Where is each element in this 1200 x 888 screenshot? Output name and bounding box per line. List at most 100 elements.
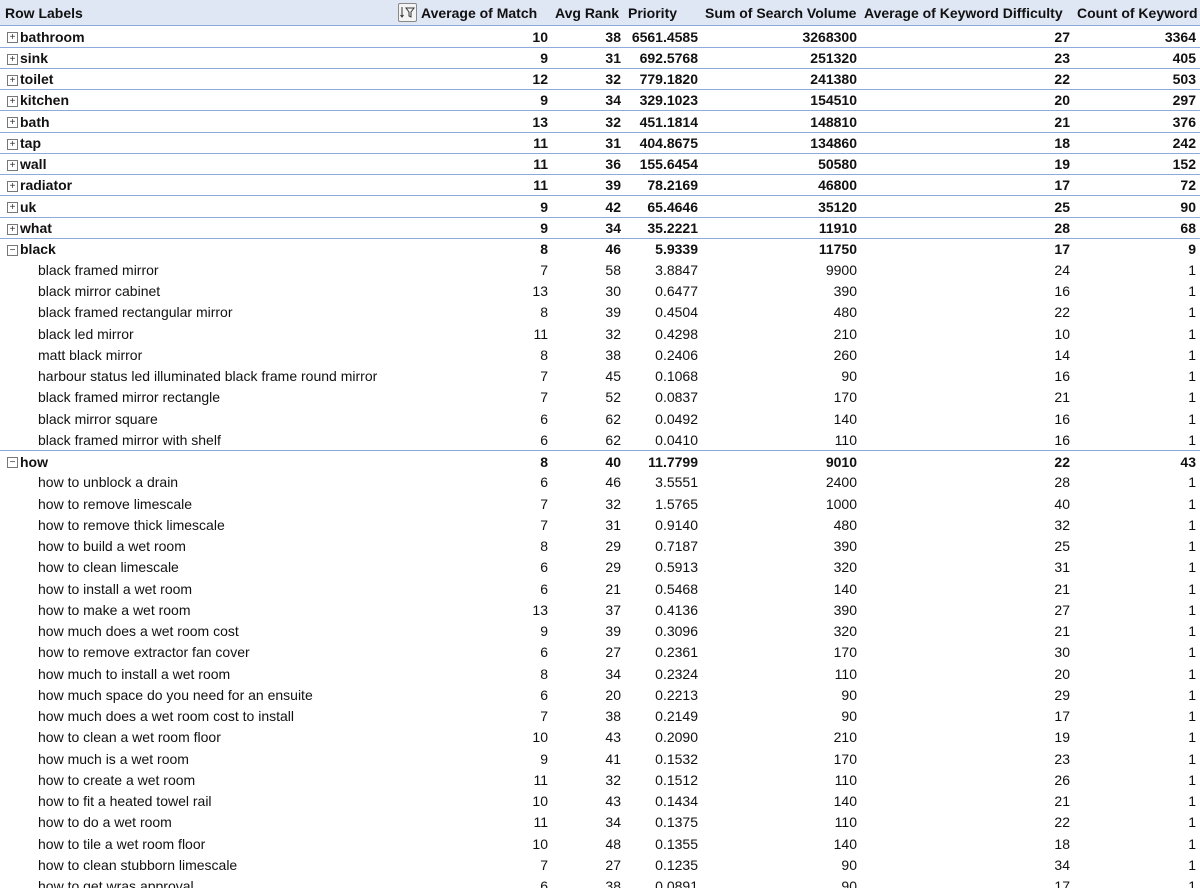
group-row: − black 8 46 5.9339 11750 17 9 (0, 237, 1200, 259)
expand-toggle[interactable]: + (7, 53, 18, 65)
group-row: + uk 9 42 65.4646 35120 25 90 (0, 195, 1200, 216)
value-cell: 0.3096 (655, 623, 698, 640)
value-cell: 110 (834, 665, 857, 682)
value-cell: 50580 (818, 156, 857, 173)
value-cell: 0.2213 (655, 686, 698, 703)
value-cell: 43 (605, 729, 621, 746)
value-cell: 3268300 (802, 28, 857, 45)
item-row: harbour status led illuminated black fra… (0, 365, 1200, 386)
value-cell: 28 (1054, 219, 1070, 236)
value-cell: 3.5551 (655, 474, 698, 491)
row-label: bath (20, 113, 50, 130)
value-cell: 21 (1054, 580, 1070, 597)
value-cell: 34 (605, 92, 621, 109)
row-label: matt black mirror (38, 346, 143, 363)
value-cell: 30 (605, 283, 621, 300)
value-cell: 451.1814 (639, 113, 698, 130)
value-cell: 1 (1188, 283, 1196, 300)
value-cell: 31 (605, 134, 621, 151)
row-label: toilet (20, 71, 54, 88)
column-header: Sum of Search Volume (705, 4, 857, 21)
value-cell: 1 (1188, 538, 1196, 555)
value-cell: 8 (540, 453, 548, 470)
item-row: how to clean stubborn limescale 7 27 0.1235… (0, 854, 1200, 875)
value-cell: 90 (841, 708, 857, 725)
value-cell: 90 (841, 878, 857, 888)
value-cell: 1 (1188, 686, 1196, 703)
value-cell: 170 (833, 389, 857, 406)
item-row: how to tile a wet room floor 10 48 0.1355 14… (0, 833, 1200, 854)
value-cell: 16 (1054, 410, 1070, 427)
value-cell: 9 (540, 92, 548, 109)
value-cell: 65.4646 (647, 198, 698, 215)
group-row: + wall 11 36 155.6454 50580 19 152 (0, 152, 1200, 174)
row-label: black mirror square (38, 410, 158, 427)
value-cell: 0.1434 (655, 793, 698, 810)
item-row: how to remove thick limescale 7 31 0.9140 48… (0, 514, 1200, 535)
expand-toggle[interactable]: − (7, 244, 18, 256)
value-cell: 6 (540, 474, 548, 491)
item-row: black framed mirror 7 58 3.8847 9900 24 1 (0, 259, 1200, 280)
value-cell: 10 (532, 835, 548, 852)
value-cell: 21 (1054, 793, 1070, 810)
group-row: + what 9 34 35.2221 11910 28 68 (0, 216, 1200, 238)
value-cell: 140 (833, 580, 857, 597)
value-cell: 21 (1054, 389, 1070, 406)
expand-toggle[interactable]: + (7, 202, 18, 214)
value-cell: 8 (540, 346, 548, 363)
value-cell: 26 (1054, 771, 1070, 788)
value-cell: 78.2169 (647, 177, 698, 194)
value-cell: 1 (1188, 878, 1196, 888)
value-cell: 35.2221 (647, 219, 698, 236)
row-label: how much is a wet room (38, 750, 189, 767)
expand-toggle[interactable]: − (7, 457, 18, 469)
row-label: radiator (20, 177, 73, 194)
value-cell: 13 (532, 601, 548, 618)
value-cell: 1000 (825, 495, 857, 512)
expand-toggle[interactable]: + (7, 138, 18, 150)
value-cell: 22 (1054, 453, 1070, 470)
expand-toggle[interactable]: + (7, 223, 18, 235)
row-label: black framed rectangular mirror (38, 304, 233, 321)
value-cell: 405 (1172, 49, 1196, 66)
value-cell: 0.2090 (655, 729, 698, 746)
row-label: how to tile a wet room floor (38, 835, 206, 852)
value-cell: 140 (833, 835, 857, 852)
group-row: + sink 9 31 692.5768 251320 23 405 (0, 46, 1200, 68)
value-cell: 7 (540, 495, 548, 512)
expand-toggle[interactable]: + (7, 96, 18, 108)
expand-toggle[interactable]: + (7, 117, 18, 129)
value-cell: 29 (605, 559, 621, 576)
value-cell: 692.5768 (639, 49, 698, 66)
value-cell: 241380 (810, 71, 857, 88)
value-cell: 7 (540, 261, 548, 278)
expand-toggle[interactable]: + (7, 181, 18, 193)
group-row: + bathroom 10 38 6561.4585 3268300 27 3364 (0, 25, 1200, 46)
value-cell: 39 (605, 304, 621, 321)
filter-button[interactable] (398, 3, 417, 22)
expand-toggle[interactable]: + (7, 32, 18, 44)
value-cell: 140 (833, 410, 857, 427)
value-cell: 20 (1054, 92, 1070, 109)
value-cell: 40 (605, 453, 621, 470)
expand-toggle[interactable]: + (7, 159, 18, 171)
value-cell: 0.4298 (655, 325, 698, 342)
expand-toggle[interactable]: + (7, 74, 18, 86)
value-cell: 0.1235 (655, 856, 698, 873)
row-label: how much space do you need for an ensuit… (38, 686, 313, 703)
value-cell: 0.1532 (655, 750, 698, 767)
row-label: how (20, 453, 48, 470)
value-cell: 0.6477 (655, 283, 698, 300)
value-cell: 8 (540, 538, 548, 555)
value-cell: 38 (605, 346, 621, 363)
value-cell: 3364 (1164, 28, 1196, 45)
item-row: how much does a wet room cost 9 39 0.3096 32… (0, 620, 1200, 641)
value-cell: 2400 (825, 474, 857, 491)
filter-funnel (405, 7, 415, 18)
column-header: Average of Match (421, 4, 538, 21)
value-cell: 0.0837 (655, 389, 698, 406)
row-label: how to install a wet room (38, 580, 193, 597)
value-cell: 16 (1054, 283, 1070, 300)
group-row: + toilet 12 32 779.1820 241380 22 503 (0, 67, 1200, 89)
value-cell: 320 (833, 623, 857, 640)
